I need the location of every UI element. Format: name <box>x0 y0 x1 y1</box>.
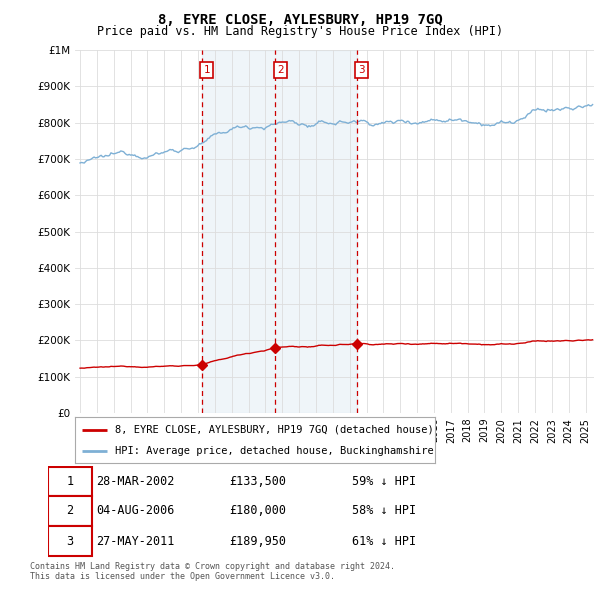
Text: 1: 1 <box>67 475 73 488</box>
Text: 3: 3 <box>67 535 73 548</box>
Text: 59% ↓ HPI: 59% ↓ HPI <box>352 475 416 488</box>
Text: 58% ↓ HPI: 58% ↓ HPI <box>352 504 416 517</box>
Text: 61% ↓ HPI: 61% ↓ HPI <box>352 535 416 548</box>
Text: 2: 2 <box>277 65 284 75</box>
Text: 28-MAR-2002: 28-MAR-2002 <box>96 475 175 488</box>
Text: 1: 1 <box>203 65 210 75</box>
FancyBboxPatch shape <box>48 467 92 496</box>
Text: £189,950: £189,950 <box>230 535 287 548</box>
FancyBboxPatch shape <box>48 496 92 526</box>
Text: 27-MAY-2011: 27-MAY-2011 <box>96 535 175 548</box>
Text: £133,500: £133,500 <box>230 475 287 488</box>
Text: Contains HM Land Registry data © Crown copyright and database right 2024.: Contains HM Land Registry data © Crown c… <box>30 562 395 571</box>
Text: 8, EYRE CLOSE, AYLESBURY, HP19 7GQ (detached house): 8, EYRE CLOSE, AYLESBURY, HP19 7GQ (deta… <box>115 425 433 435</box>
Text: HPI: Average price, detached house, Buckinghamshire: HPI: Average price, detached house, Buck… <box>115 445 433 455</box>
FancyBboxPatch shape <box>48 526 92 556</box>
Text: 04-AUG-2006: 04-AUG-2006 <box>96 504 175 517</box>
Text: 2: 2 <box>67 504 73 517</box>
Text: Price paid vs. HM Land Registry's House Price Index (HPI): Price paid vs. HM Land Registry's House … <box>97 25 503 38</box>
Text: £180,000: £180,000 <box>230 504 287 517</box>
Text: 8, EYRE CLOSE, AYLESBURY, HP19 7GQ: 8, EYRE CLOSE, AYLESBURY, HP19 7GQ <box>158 13 442 27</box>
Text: 3: 3 <box>358 65 365 75</box>
Text: This data is licensed under the Open Government Licence v3.0.: This data is licensed under the Open Gov… <box>30 572 335 581</box>
Bar <box>202 50 356 413</box>
